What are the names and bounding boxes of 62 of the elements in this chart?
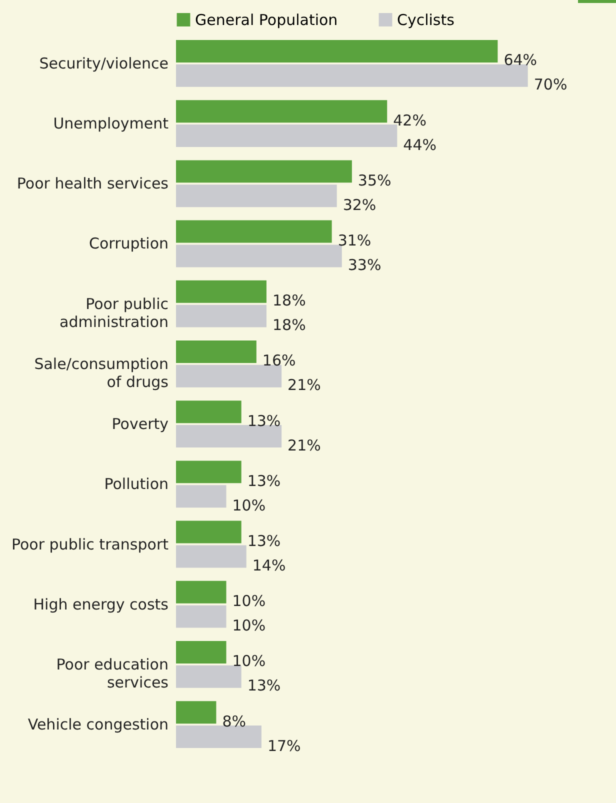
y-tick-label: Security/violence (39, 54, 168, 72)
data-label: 21% (288, 436, 321, 454)
bar (176, 64, 528, 87)
bar (176, 460, 242, 484)
bar (176, 160, 352, 183)
y-tick-label: Poverty (112, 415, 169, 434)
bar (176, 340, 256, 363)
bar (176, 364, 282, 388)
y-tick-label: Pollution (104, 475, 168, 494)
data-label: 42% (393, 111, 426, 130)
data-label: 16% (262, 352, 296, 370)
data-label: 21% (288, 376, 321, 394)
bar (176, 304, 266, 328)
data-label: 10% (232, 616, 266, 635)
bar (176, 701, 216, 724)
bar (176, 280, 266, 303)
bar (176, 605, 226, 628)
y-tick-label: Corruption (89, 234, 168, 253)
data-label: 33% (348, 256, 382, 274)
bar (176, 220, 332, 243)
bar (176, 100, 388, 123)
data-label: 14% (252, 556, 286, 574)
bar (176, 244, 342, 268)
data-label: 18% (272, 292, 306, 310)
data-label: 35% (358, 171, 392, 190)
data-label: 13% (247, 676, 281, 695)
y-tick-label: Sale/consumption of drugs (34, 354, 169, 391)
data-label: 13% (247, 412, 281, 430)
data-label: 13% (247, 472, 281, 490)
bar (176, 641, 226, 664)
bar (176, 40, 498, 62)
y-tick-label: High energy costs (33, 595, 169, 614)
bar (176, 580, 226, 604)
bar (176, 545, 246, 568)
y-tick-label: Poor public transport (11, 535, 169, 554)
data-label: 8% (222, 712, 246, 730)
bar (176, 665, 242, 688)
data-label: 13% (247, 532, 281, 550)
y-tick-label: Poor education services (56, 655, 169, 692)
legend-label: Cyclists (397, 10, 455, 29)
data-label: 10% (232, 496, 266, 514)
data-label: 64% (504, 51, 538, 70)
legend-label: General Population (195, 10, 338, 29)
y-tick-label: Poor health services (16, 174, 169, 193)
data-label: 18% (272, 316, 306, 334)
data-label: 32% (342, 196, 376, 214)
y-tick-label: Poor public administration (60, 294, 168, 331)
bar (176, 184, 337, 208)
data-label: 10% (232, 592, 266, 610)
y-tick-label: Vehicle congestion (28, 716, 168, 734)
bar (176, 400, 242, 424)
bar (176, 425, 282, 448)
bar (176, 124, 398, 147)
data-label: 31% (338, 232, 372, 250)
bar (176, 520, 242, 544)
data-label: 10% (232, 652, 266, 670)
data-label: 70% (534, 76, 568, 94)
data-label: 17% (267, 736, 301, 755)
bar (176, 485, 226, 508)
data-label: 44% (403, 136, 437, 154)
bar (176, 726, 262, 748)
y-tick-label: Unemployment (53, 114, 169, 133)
